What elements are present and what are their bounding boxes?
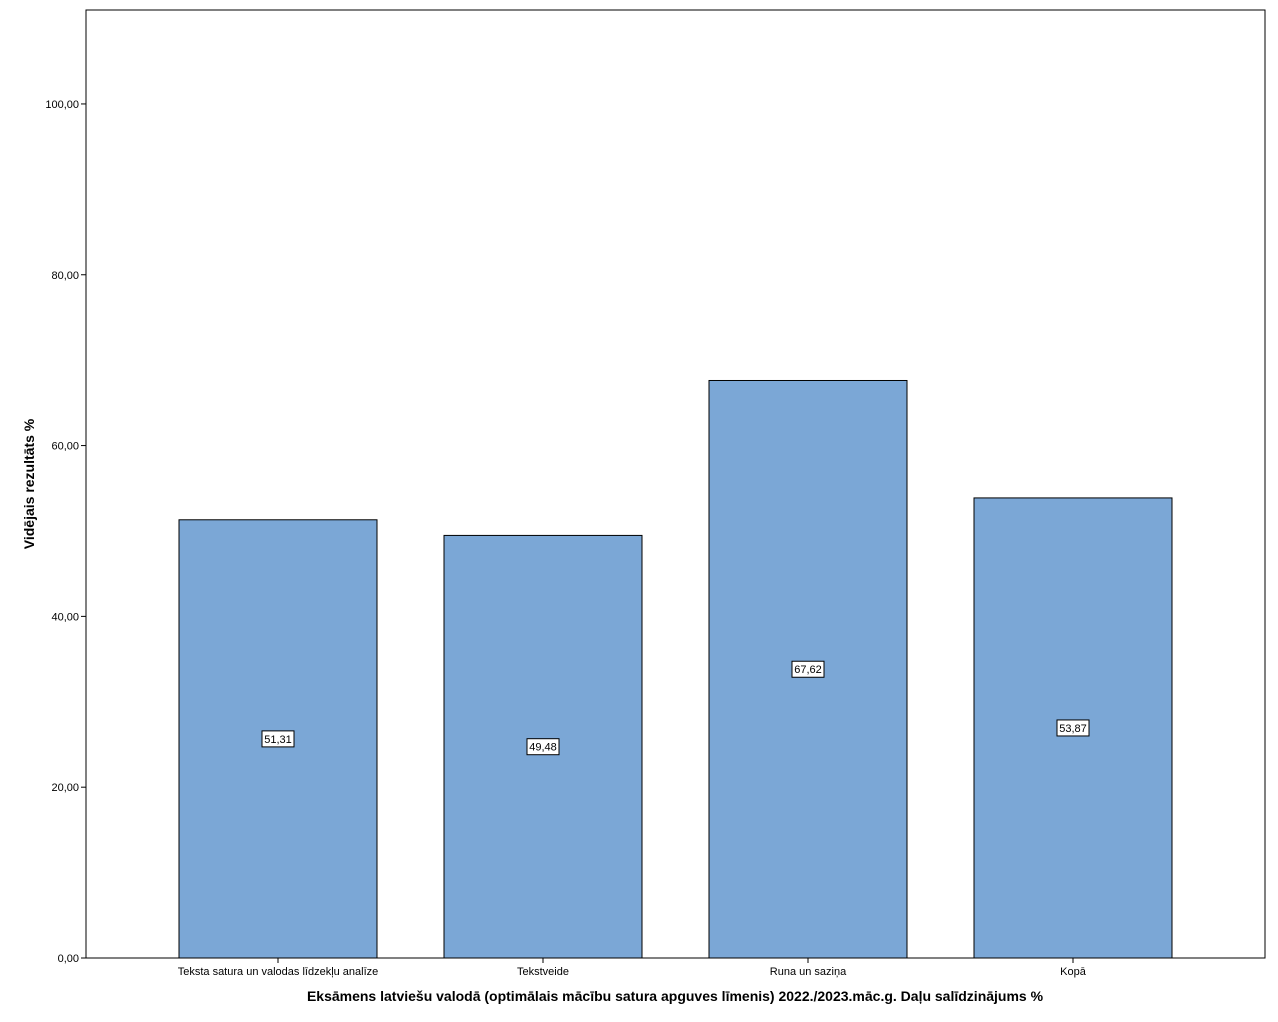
x-category-label: Runa un saziņa [770,966,847,978]
x-axis: Teksta satura un valodas līdzekļu analīz… [178,958,1087,978]
data-label-box [1056,719,1090,737]
data-label-box [261,730,295,748]
x-category-label: Kopā [1060,966,1087,978]
data-label-box [526,738,560,756]
data-label: 51,31 [264,734,292,746]
data-label-box [791,660,825,678]
y-axis: 0,00 20,00 40,00 60,00 80,00 100,00 [45,99,86,965]
x-category-label: Tekstveide [517,966,569,978]
y-tick-label: 100,00 [45,99,79,111]
bars: 51,31 49,48 67,62 53,87 [178,379,1173,959]
plot-frame [85,9,1266,959]
x-axis-title: Eksāmens latviešu valodā (optimālais māc… [307,988,1044,1004]
y-tick-label: 40,00 [51,611,79,623]
y-axis-title: Vidējais rezultāts % [21,418,37,549]
y-tick-label: 80,00 [51,270,79,282]
data-label: 67,62 [794,664,822,676]
y-tick-label: 60,00 [51,441,79,453]
data-label: 49,48 [529,742,557,754]
x-category-label: Teksta satura un valodas līdzekļu analīz… [178,966,379,978]
y-tick-label: 0,00 [58,953,79,965]
y-tick-label: 20,00 [51,782,79,794]
data-label: 53,87 [1059,723,1087,735]
